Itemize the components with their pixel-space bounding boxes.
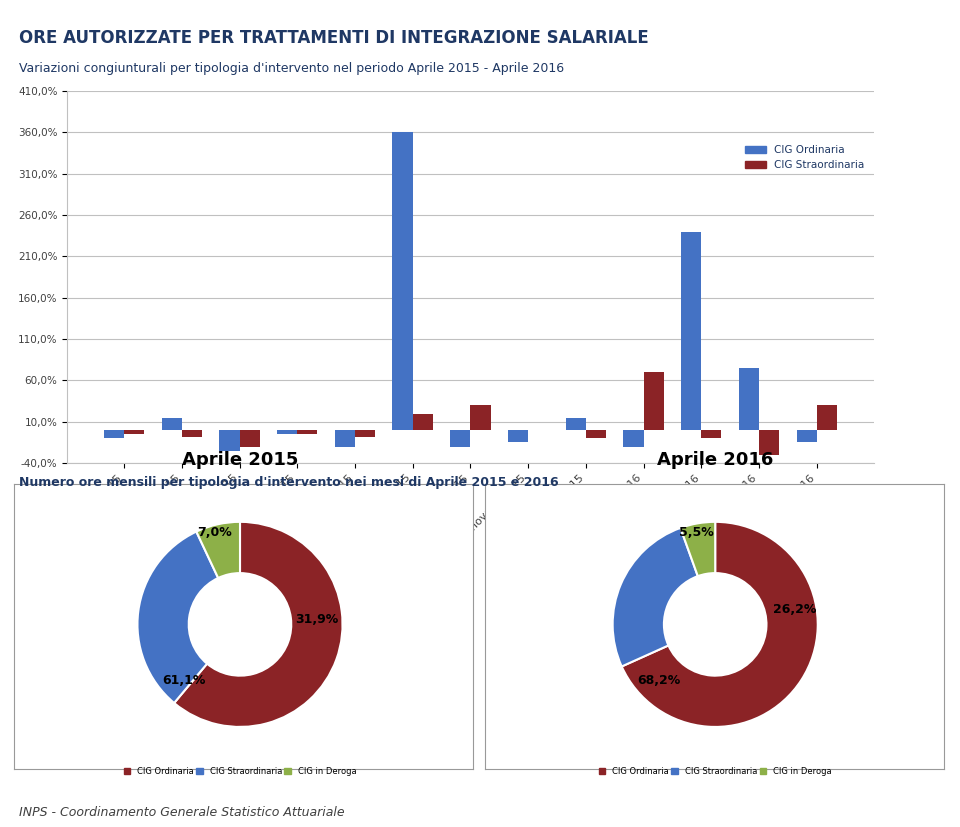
Bar [124,430,144,434]
Bar [739,368,759,430]
Wedge shape [622,522,818,727]
Bar [413,414,433,430]
Bar [586,430,606,438]
Legend: CIG Ordinaria, CIG Straordinaria: CIG Ordinaria, CIG Straordinaria [741,141,869,174]
Text: 5,5%: 5,5% [680,526,714,538]
Bar [161,418,181,430]
Text: 68,2%: 68,2% [637,674,681,687]
Bar [335,430,355,447]
Bar [393,132,413,430]
Title: Aprile 2015: Aprile 2015 [181,451,299,469]
Title: Aprile 2016: Aprile 2016 [657,451,774,469]
Wedge shape [174,522,343,727]
Bar [298,430,318,434]
Text: Numero ore mensili per tipologia d'intervento nei mesi di Aprile 2015 e 2016: Numero ore mensili per tipologia d'inter… [19,476,559,489]
Bar [277,430,298,434]
Bar [681,232,702,430]
Legend: CIG Ordinaria, CIG Straordinaria, CIG in Deroga: CIG Ordinaria, CIG Straordinaria, CIG in… [120,763,360,779]
Bar [643,372,663,430]
Wedge shape [197,522,240,578]
Bar [470,405,491,430]
Text: Variazioni congiunturali per tipologia d'intervento nel periodo Aprile 2015 - Ap: Variazioni congiunturali per tipologia d… [19,62,564,75]
Bar [759,430,780,455]
Bar [797,430,817,442]
Bar [508,430,528,442]
Legend: CIG Ordinaria, CIG Straordinaria, CIG in Deroga: CIG Ordinaria, CIG Straordinaria, CIG in… [595,763,835,779]
Bar [355,430,375,437]
Bar [565,418,586,430]
Text: 26,2%: 26,2% [774,603,817,615]
Text: ORE AUTORIZZATE PER TRATTAMENTI DI INTEGRAZIONE SALARIALE: ORE AUTORIZZATE PER TRATTAMENTI DI INTEG… [19,29,649,47]
Bar [702,430,722,438]
Wedge shape [137,532,218,703]
Text: 61,1%: 61,1% [162,674,205,687]
Text: INPS - Coordinamento Generale Statistico Attuariale: INPS - Coordinamento Generale Statistico… [19,805,345,819]
Text: 31,9%: 31,9% [296,613,339,626]
Bar [181,430,202,437]
Bar [623,430,643,447]
Bar [219,430,239,451]
Bar [450,430,470,447]
Bar [104,430,124,438]
Wedge shape [612,528,698,667]
Bar [239,430,260,447]
Text: 7,0%: 7,0% [197,526,231,538]
Bar [817,405,837,430]
Wedge shape [681,522,715,576]
